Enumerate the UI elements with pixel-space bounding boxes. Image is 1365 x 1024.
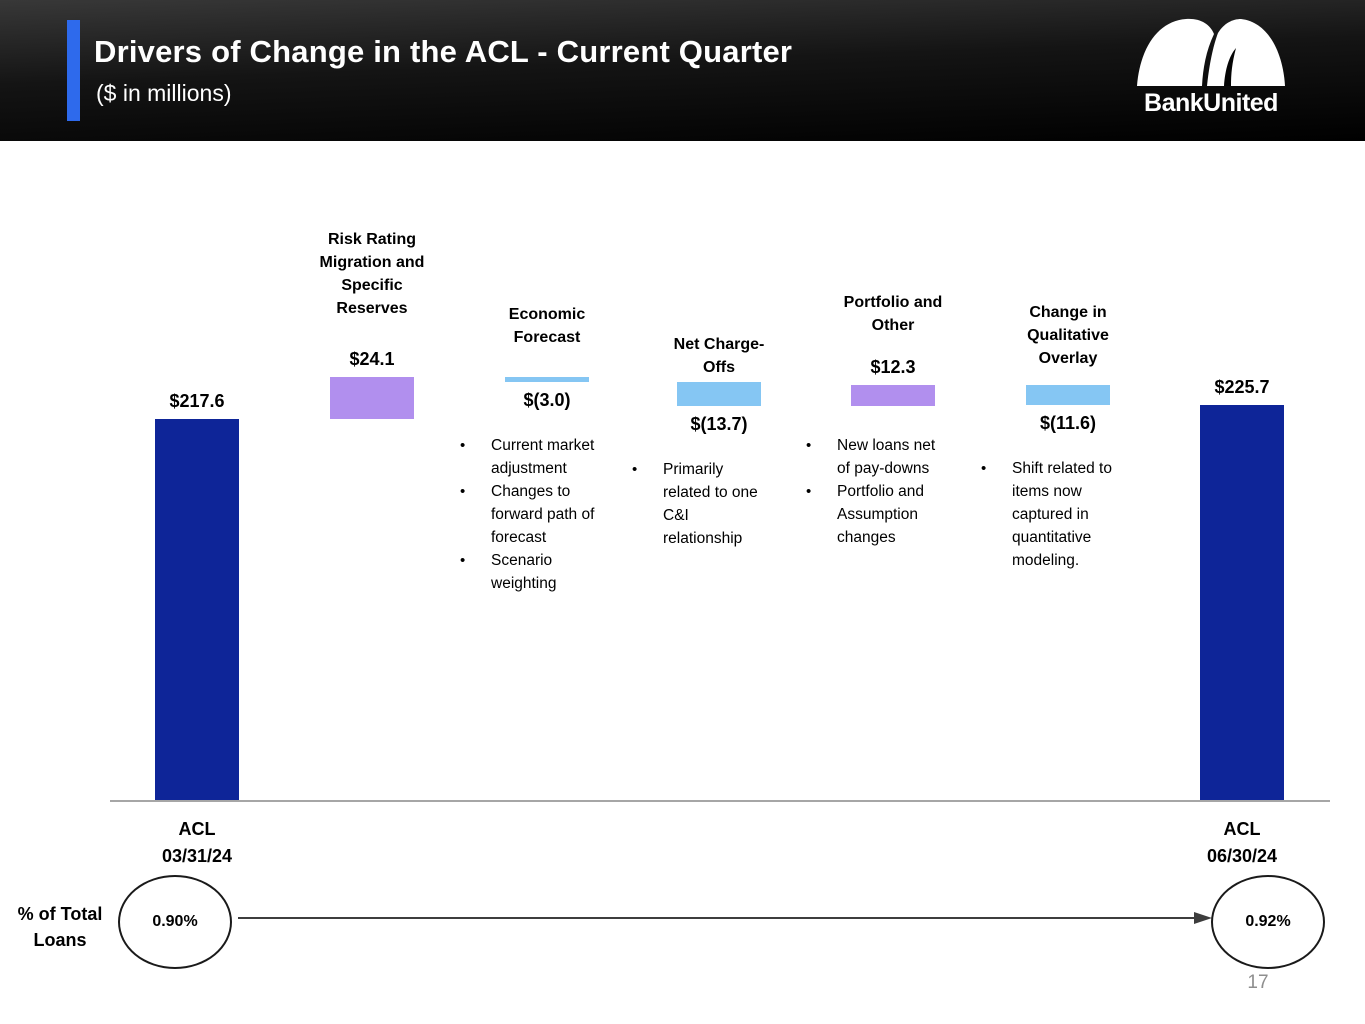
axis-label-line: ACL — [1223, 819, 1261, 839]
bullet-item: Primarily related to one C&I relationshi… — [630, 458, 768, 550]
value-label-qualitative-overlay: $(11.6) — [1039, 413, 1097, 434]
slide-subtitle: ($ in millions) — [96, 80, 232, 106]
bar-acl-063024 — [1200, 405, 1284, 800]
category-header-line: Economic — [508, 306, 586, 323]
category-header-line: Offs — [703, 359, 735, 376]
bar-economic-forecast — [505, 377, 589, 383]
bullets-economic-forecast: Current market adjustmentChanges to forw… — [458, 434, 598, 595]
bullets-qualitative-overlay: Shift related to items now captured in q… — [979, 457, 1119, 572]
axis-label-acl-063024: ACL 06/30/24 — [1162, 816, 1322, 870]
start-pct-value: 0.90% — [152, 913, 198, 930]
category-header-line: Risk Rating — [327, 231, 416, 248]
bullets-portfolio-and-other: New loans net of pay-downsPortfolio and … — [804, 434, 944, 549]
bankunited-logo-text: BankUnited — [1144, 89, 1278, 117]
bar-net-charge-offs — [677, 382, 761, 407]
category-header-line: Other — [871, 317, 915, 334]
bullet-item: Current market adjustment — [458, 434, 596, 480]
value-label-acl-033124: $217.6 — [169, 391, 225, 412]
category-header-line: Qualitative — [1027, 327, 1109, 344]
x-axis-line — [110, 800, 1330, 802]
page-number: 17 — [1247, 972, 1269, 993]
start-pct-circle: 0.90% — [118, 875, 232, 969]
bullet-item: Shift related to items now captured in q… — [979, 457, 1117, 572]
pct-of-total-loans-label: % of Total Loans — [17, 904, 103, 950]
category-header-line: Specific — [341, 277, 403, 294]
category-header-line: Change in — [1029, 304, 1107, 321]
category-header-qualitative-overlay: Change in Qualitative Overlay — [983, 301, 1153, 370]
end-pct-value: 0.92% — [1245, 913, 1291, 930]
bankunited-logo: BankUnited — [1135, 16, 1287, 118]
value-label-economic-forecast: $(3.0) — [523, 390, 571, 411]
bar-portfolio-and-other — [851, 384, 935, 407]
slide-title: Drivers of Change in the ACL - Current Q… — [94, 34, 793, 69]
bar-qualitative-overlay — [1026, 384, 1110, 406]
category-header-risk-rating-migration: Risk Rating Migration and Specific Reserves — [287, 228, 457, 320]
bar-risk-rating-migration — [330, 377, 414, 420]
bullet-item: Changes to forward path of forecast — [458, 480, 596, 549]
category-header-line: Overlay — [1038, 350, 1098, 367]
end-pct-circle: 0.92% — [1211, 875, 1325, 969]
value-label-portfolio-and-other: $12.3 — [870, 356, 916, 377]
axis-label-acl-033124: ACL 03/31/24 — [117, 816, 277, 870]
axis-label-line: 06/30/24 — [1206, 846, 1278, 866]
category-header-economic-forecast: Economic Forecast — [462, 303, 632, 349]
category-header-line: Net Charge- — [673, 336, 765, 353]
header-band: Drivers of Change in the ACL - Current Q… — [0, 0, 1365, 141]
bar-acl-033124 — [155, 419, 239, 800]
category-header-line: Forecast — [513, 329, 581, 346]
bullet-item: Portfolio and Assumption changes — [804, 480, 942, 549]
value-label-risk-rating-migration: $24.1 — [349, 349, 395, 370]
pct-change-arrow — [238, 912, 1212, 924]
category-header-line: Reserves — [336, 300, 408, 317]
value-label-acl-063024: $225.7 — [1214, 377, 1270, 398]
bankunited-arches-icon — [1137, 18, 1285, 86]
category-header-line: Portfolio and — [843, 294, 943, 311]
category-header-portfolio-and-other: Portfolio and Other — [808, 291, 978, 337]
axis-label-line: ACL — [178, 819, 216, 839]
bullet-item: New loans net of pay-downs — [804, 434, 942, 480]
bullet-item: Scenario weighting — [458, 549, 596, 595]
accent-stripe — [67, 20, 80, 121]
bullets-net-charge-offs: Primarily related to one C&I relationshi… — [630, 458, 770, 550]
category-header-net-charge-offs: Net Charge- Offs — [634, 333, 804, 379]
value-label-net-charge-offs: $(13.7) — [690, 414, 748, 435]
category-header-line: Migration and — [319, 254, 425, 271]
axis-label-line: 03/31/24 — [161, 846, 233, 866]
